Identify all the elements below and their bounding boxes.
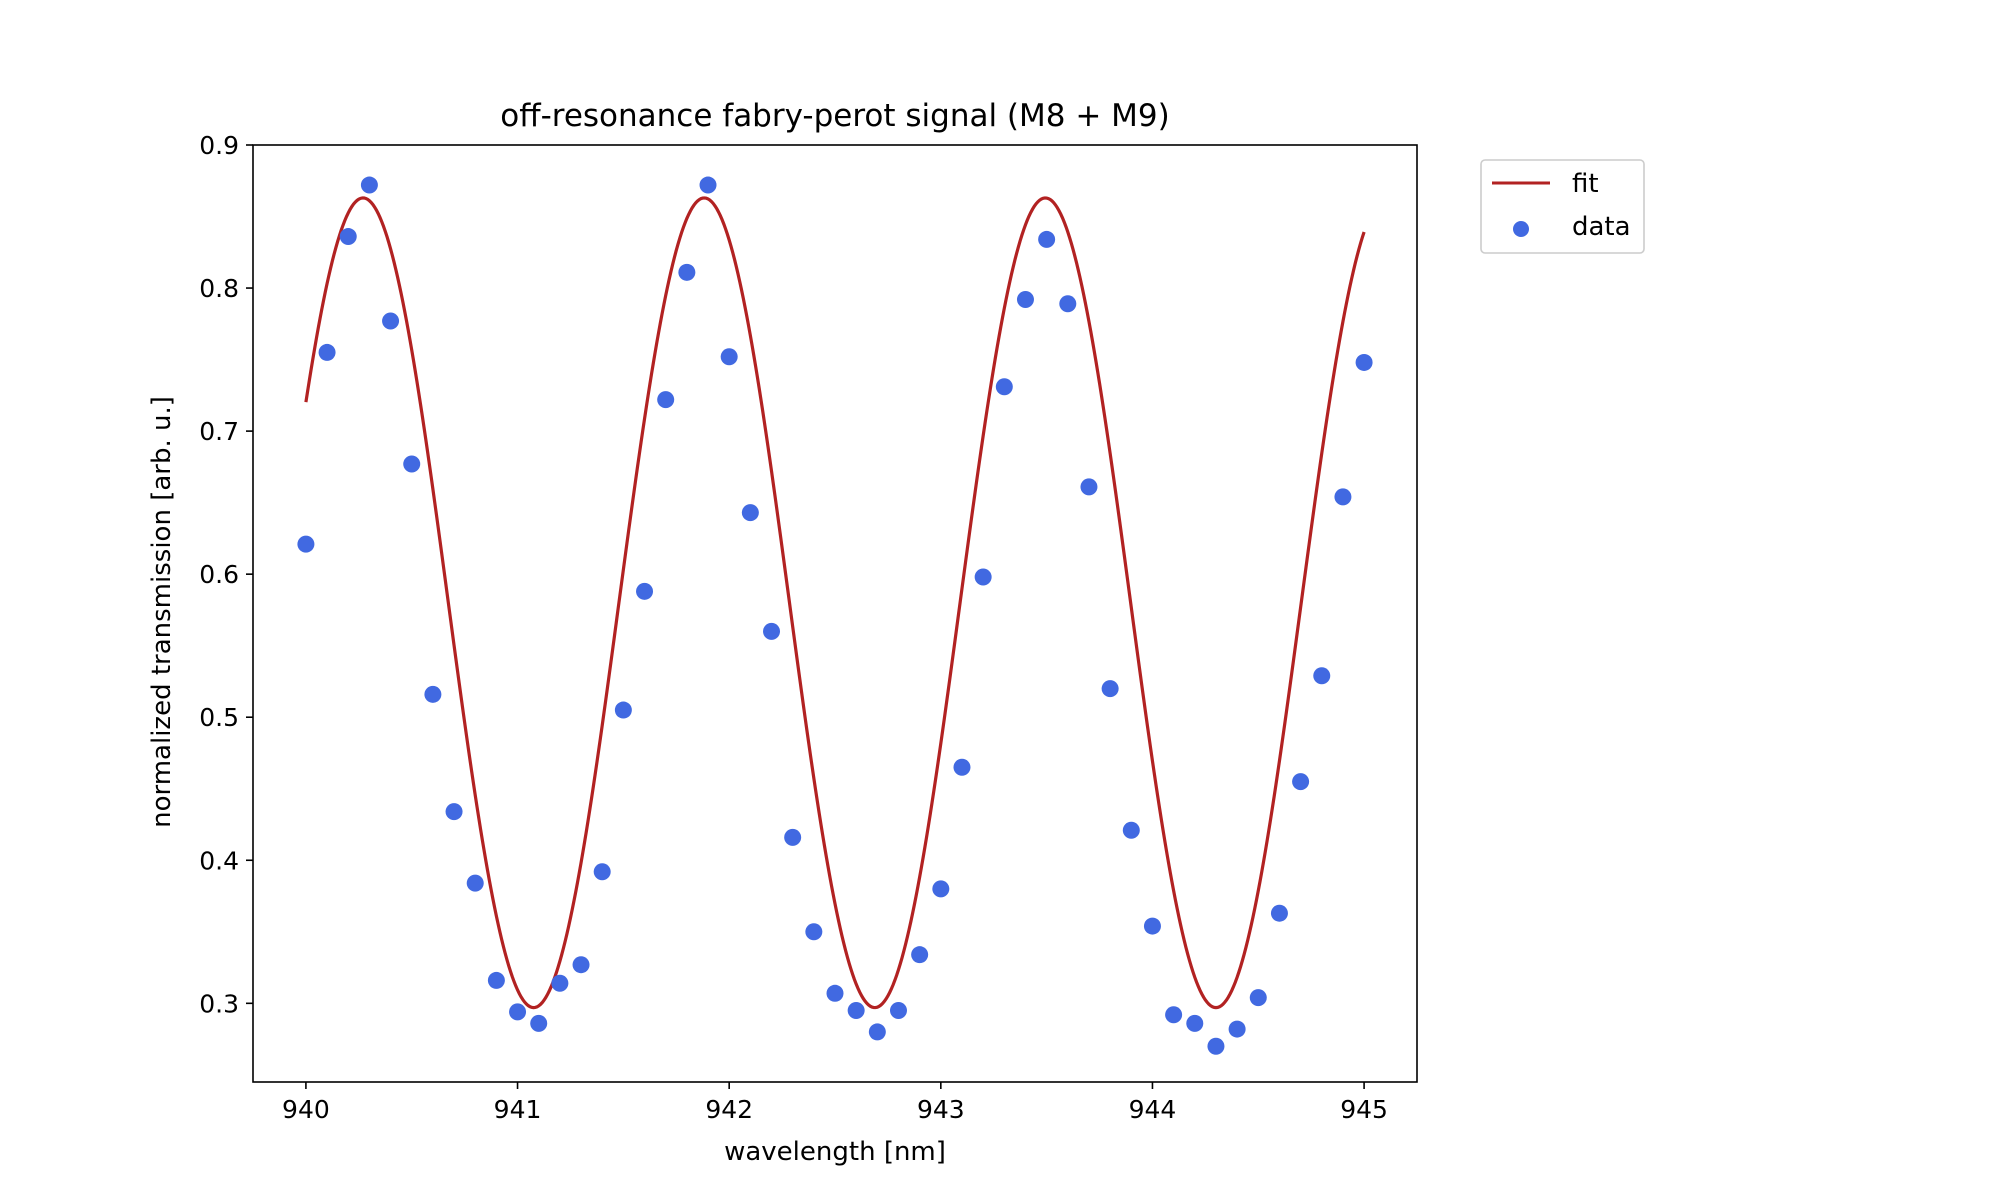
data-point — [1059, 295, 1077, 313]
x-tick-label: 943 — [917, 1095, 965, 1124]
data-point — [1270, 904, 1288, 922]
data-point — [1122, 821, 1140, 839]
data-point — [382, 312, 400, 330]
x-axis-ticks: 940 941 942 943 944 945 — [282, 1082, 1388, 1124]
legend-data-label: data — [1572, 212, 1631, 242]
data-point — [297, 535, 315, 553]
data-point — [932, 880, 950, 898]
data-point — [657, 391, 675, 409]
data-point — [1101, 680, 1119, 698]
y-tick-label: 0.6 — [199, 560, 239, 589]
data-point — [1207, 1037, 1225, 1055]
axes-frame — [252, 144, 1418, 1083]
data-point — [720, 348, 738, 366]
data-point — [763, 622, 781, 640]
legend: fit data — [1480, 159, 1645, 254]
data-point — [318, 343, 336, 361]
x-axis-label: wavelength [nm] — [724, 1137, 946, 1167]
x-tick-label: 942 — [705, 1095, 753, 1124]
data-point — [1038, 230, 1056, 248]
y-tick-label: 0.3 — [199, 989, 239, 1018]
data-point — [1186, 1014, 1204, 1032]
data-point — [487, 971, 505, 989]
y-axis-label: normalized transmission [arb. u.] — [147, 396, 177, 828]
x-tick-label: 940 — [282, 1095, 330, 1124]
data-point — [572, 956, 590, 974]
data-point — [1228, 1020, 1246, 1038]
data-point — [403, 455, 421, 473]
data-point — [424, 685, 442, 703]
data-point — [614, 701, 632, 719]
data-point — [445, 803, 463, 821]
chart-title: off-resonance fabry-perot signal (M8 + M… — [500, 98, 1170, 134]
data-point — [593, 863, 611, 881]
data-point — [784, 828, 802, 846]
data-point — [1165, 1006, 1183, 1024]
data-point — [509, 1003, 527, 1021]
data-point — [889, 1001, 907, 1019]
y-tick-label: 0.4 — [199, 846, 239, 875]
data-point — [995, 378, 1013, 396]
data-point — [1016, 291, 1034, 308]
data-point — [1313, 667, 1331, 685]
data-point — [974, 568, 992, 586]
x-tick-label: 945 — [1340, 1095, 1388, 1124]
y-axis-ticks: 0.3 0.4 0.5 0.6 0.7 0.8 0.9 — [199, 131, 253, 1018]
data-point — [911, 946, 929, 964]
data-point — [551, 974, 569, 992]
data-point — [847, 1001, 865, 1019]
legend-data-swatch — [1513, 221, 1529, 237]
data-point — [953, 758, 971, 776]
y-tick-label: 0.9 — [199, 131, 239, 160]
data-point — [1292, 773, 1310, 791]
data-point — [1249, 989, 1267, 1007]
data-point — [805, 923, 823, 941]
data-point — [826, 984, 844, 1002]
data-point — [466, 874, 484, 892]
plot-area — [297, 176, 1373, 1055]
x-tick-label: 941 — [494, 1095, 542, 1124]
fit-line — [304, 196, 1366, 1010]
data-point — [868, 1023, 886, 1041]
data-point — [360, 176, 378, 194]
data-point — [1080, 478, 1098, 496]
data-point — [636, 582, 654, 600]
data-point — [741, 504, 759, 522]
y-tick-label: 0.7 — [199, 417, 239, 446]
legend-fit-label: fit — [1572, 169, 1599, 199]
data-point — [339, 228, 357, 246]
data-point — [1355, 353, 1373, 371]
data-point — [1143, 917, 1161, 935]
y-tick-label: 0.5 — [199, 703, 239, 732]
data-point — [1334, 488, 1352, 506]
data-point — [530, 1014, 548, 1032]
data-point — [678, 263, 696, 281]
x-tick-label: 944 — [1129, 1095, 1177, 1124]
data-point — [699, 176, 717, 194]
y-tick-label: 0.8 — [199, 274, 239, 303]
